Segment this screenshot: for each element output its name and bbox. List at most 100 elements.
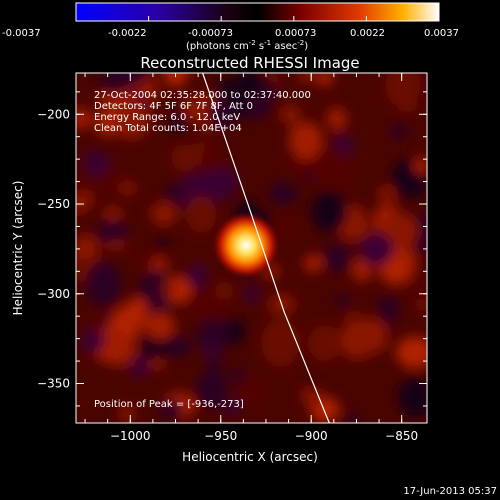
texture-blob xyxy=(103,206,122,224)
texture-blob xyxy=(85,261,122,307)
texture-blob xyxy=(275,215,299,239)
texture-blob xyxy=(261,318,301,368)
texture-blob xyxy=(214,281,234,301)
texture-blob xyxy=(378,185,398,202)
texture-blob xyxy=(288,121,323,161)
texture-blob xyxy=(299,73,312,81)
y-tick-label: −200 xyxy=(37,107,70,121)
texture-blob xyxy=(76,171,88,196)
texture-blob xyxy=(171,144,198,172)
texture-blob xyxy=(314,73,334,85)
colorbar-tick-labels: -0.0037 -0.0022 -0.00073 0.00073 0.0022 … xyxy=(2,28,459,39)
info-line-detectors: Detectors: 4F 5F 6F 7F 8F, Att 0 xyxy=(94,101,253,112)
texture-blob xyxy=(351,257,373,282)
texture-blob xyxy=(163,73,188,87)
texture-blob xyxy=(201,147,223,174)
x-tick-label: −900 xyxy=(295,429,328,443)
colorbar-tick-label: 0.00073 xyxy=(275,28,316,39)
x-tick-label: −950 xyxy=(204,429,237,443)
texture-blob xyxy=(344,412,360,423)
x-tick-label: −850 xyxy=(385,429,418,443)
texture-blob xyxy=(323,243,351,272)
texture-blob xyxy=(185,195,217,233)
texture-blob xyxy=(127,296,148,321)
colorbar-tick-marks xyxy=(75,16,440,21)
texture-blob xyxy=(179,97,211,123)
texture-blob xyxy=(415,294,427,313)
texture-blob xyxy=(208,97,238,129)
texture-blob xyxy=(158,284,175,296)
texture-blob xyxy=(268,182,299,205)
texture-blob xyxy=(235,375,267,406)
texture-blob xyxy=(243,284,260,305)
texture-blob xyxy=(280,105,301,125)
y-tick-label: −300 xyxy=(37,287,70,301)
texture-blob xyxy=(382,213,419,248)
texture-blob xyxy=(376,124,389,139)
texture-blob xyxy=(159,399,184,420)
y-axis-label: Heliocentric Y (arcsec) xyxy=(11,181,25,316)
texture-blob xyxy=(327,107,347,131)
texture-blob xyxy=(95,219,129,244)
texture-blob xyxy=(170,120,187,135)
texture-blob xyxy=(164,183,184,205)
colorbar-tick-label: -0.0022 xyxy=(108,28,147,39)
texture-blob xyxy=(164,276,192,304)
info-line-energy: Energy Range: 6.0 - 12.0 keV xyxy=(94,112,240,123)
texture-blob xyxy=(289,158,312,176)
texture-blob xyxy=(156,236,170,248)
info-line-time: 27-Oct-2004 02:35:28.000 to 02:37:40.000 xyxy=(94,90,311,101)
texture-blob xyxy=(334,294,351,309)
texture-blob xyxy=(308,325,342,362)
texture-blob xyxy=(96,89,114,105)
texture-blob xyxy=(203,165,239,200)
texture-blob xyxy=(186,262,208,290)
texture-blob xyxy=(148,357,166,370)
texture-blob xyxy=(235,73,264,99)
colorbar-gradient xyxy=(75,2,440,22)
texture-blob xyxy=(359,233,394,267)
texture-blob xyxy=(195,370,228,410)
texture-blob xyxy=(304,255,323,272)
texture-blob xyxy=(396,336,427,369)
texture-blob xyxy=(397,376,427,419)
peak-source xyxy=(212,211,281,280)
peak-position-label: Position of Peak = [-936,-273] xyxy=(94,399,244,410)
texture-blob xyxy=(171,110,187,123)
texture-blob xyxy=(130,355,151,379)
texture-blob xyxy=(409,282,427,299)
y-axis: −200 −250 −300 −350 xyxy=(37,91,427,407)
colorbar-tick-label: 0.0037 xyxy=(424,28,459,39)
solar-limb-curve xyxy=(202,73,330,423)
texture-blob xyxy=(310,191,348,233)
texture-blob xyxy=(76,107,92,130)
texture-blob xyxy=(120,181,136,195)
texture-blob xyxy=(223,399,241,416)
colorbar-tick-label: -0.0037 xyxy=(2,28,41,39)
texture-blob xyxy=(414,157,427,174)
texture-blob xyxy=(310,149,351,189)
info-line-counts: Clean Total counts: 1.04E+04 xyxy=(94,123,242,134)
texture-blob xyxy=(186,287,215,320)
colorbar-tick-label: 0.0022 xyxy=(350,28,385,39)
colorbar-tick-label: -0.00073 xyxy=(188,28,233,39)
texture-blob xyxy=(206,355,224,372)
texture-blob xyxy=(230,368,246,384)
y-tick-label: −250 xyxy=(37,197,70,211)
texture-blob xyxy=(390,123,408,141)
timestamp: 17-Jun-2013 05:37 xyxy=(403,486,497,497)
plot-title: Reconstructed RHESSI Image xyxy=(140,54,359,72)
texture-blob xyxy=(377,295,400,321)
y-tick-label: −350 xyxy=(37,377,70,391)
x-tick-label: −1000 xyxy=(110,429,151,443)
texture-blob xyxy=(202,339,219,360)
texture-blob xyxy=(145,311,176,340)
texture-blob xyxy=(82,149,109,177)
x-axis: −1000 −950 −900 −850 xyxy=(84,73,418,443)
texture-blob xyxy=(76,234,99,260)
texture-blob xyxy=(139,283,156,297)
texture-blob xyxy=(340,321,375,360)
texture-blob xyxy=(135,250,157,266)
texture-blob xyxy=(102,73,137,91)
